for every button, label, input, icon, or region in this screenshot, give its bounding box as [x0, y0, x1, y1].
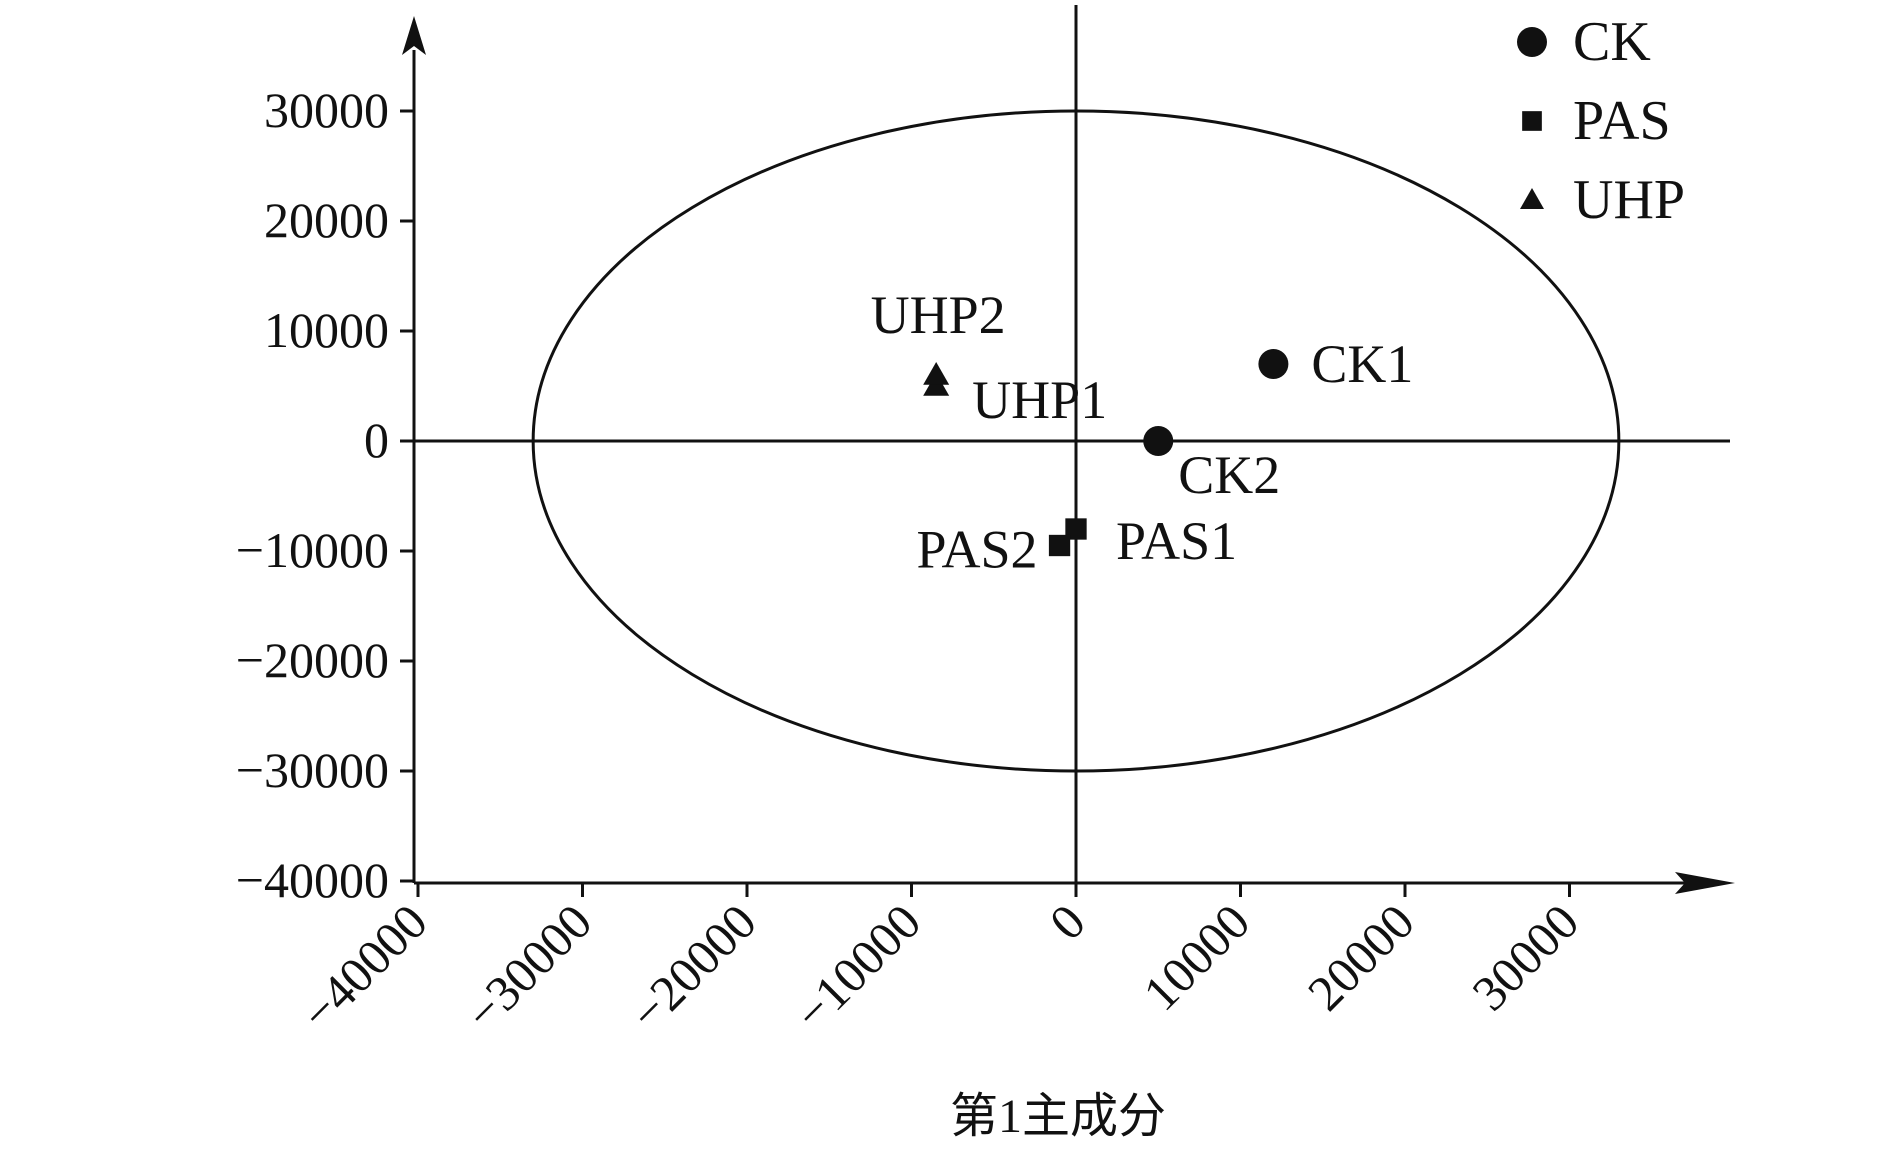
- y-tick-label: −10000: [236, 522, 389, 578]
- y-tick-label: 0: [364, 412, 389, 468]
- point-label-ck1: CK1: [1311, 334, 1413, 394]
- y-tick-label: −20000: [236, 632, 389, 688]
- legend-label-pas: PAS: [1573, 90, 1671, 152]
- x-tick-label: 0: [1039, 893, 1096, 950]
- y-axis-arrow: [402, 16, 426, 55]
- point-label-pas1: PAS1: [1116, 511, 1237, 571]
- legend-label-ck: CK: [1573, 11, 1651, 73]
- axes-layer: [402, 5, 1735, 894]
- legend-marker-pas: [1522, 111, 1542, 131]
- x-tick-label: −20000: [619, 893, 767, 1041]
- y-tick-label: 20000: [264, 192, 389, 248]
- x-axis-title: 第1主成分: [950, 1090, 1166, 1143]
- legend-marker-ck: [1517, 27, 1547, 57]
- x-tick-label: 30000: [1461, 893, 1589, 1021]
- data-point-ck2: [1143, 426, 1174, 456]
- x-tick-label: −40000: [290, 893, 438, 1041]
- x-tick-label: −30000: [454, 893, 602, 1041]
- y-tick-label: −30000: [236, 742, 389, 798]
- x-tick-label: −10000: [783, 893, 931, 1041]
- x-axis-arrow: [1675, 872, 1735, 894]
- data-point-ck1: [1258, 349, 1289, 379]
- y-tick-label: 30000: [264, 82, 389, 138]
- legend-label-uhp: UHP: [1573, 169, 1685, 231]
- data-point-pas1: [1065, 518, 1087, 540]
- legend-marker-uhp: [1520, 188, 1544, 209]
- point-label-uhp2: UHP2: [871, 285, 1006, 345]
- point-label-ck2: CK2: [1178, 445, 1280, 505]
- data-point-pas2: [1048, 534, 1071, 557]
- x-tick-label: 10000: [1132, 893, 1260, 1021]
- point-label-pas2: PAS2: [916, 520, 1037, 580]
- point-label-uhp1: UHP1: [972, 370, 1107, 430]
- data-point-uhp2: [923, 362, 950, 385]
- y-tick-label: 10000: [264, 302, 389, 358]
- x-tick-label: 20000: [1297, 893, 1425, 1021]
- x-axis-ticks: −40000 −30000 −20000 −10000 0 10000 20000 30000: [290, 883, 1589, 1041]
- y-tick-label: −40000: [236, 852, 389, 908]
- y-axis-ticks: 30000 20000 10000 0 −10000 −20000 −30000 −40000: [236, 82, 414, 908]
- legend: CK PAS UHP: [1517, 11, 1685, 231]
